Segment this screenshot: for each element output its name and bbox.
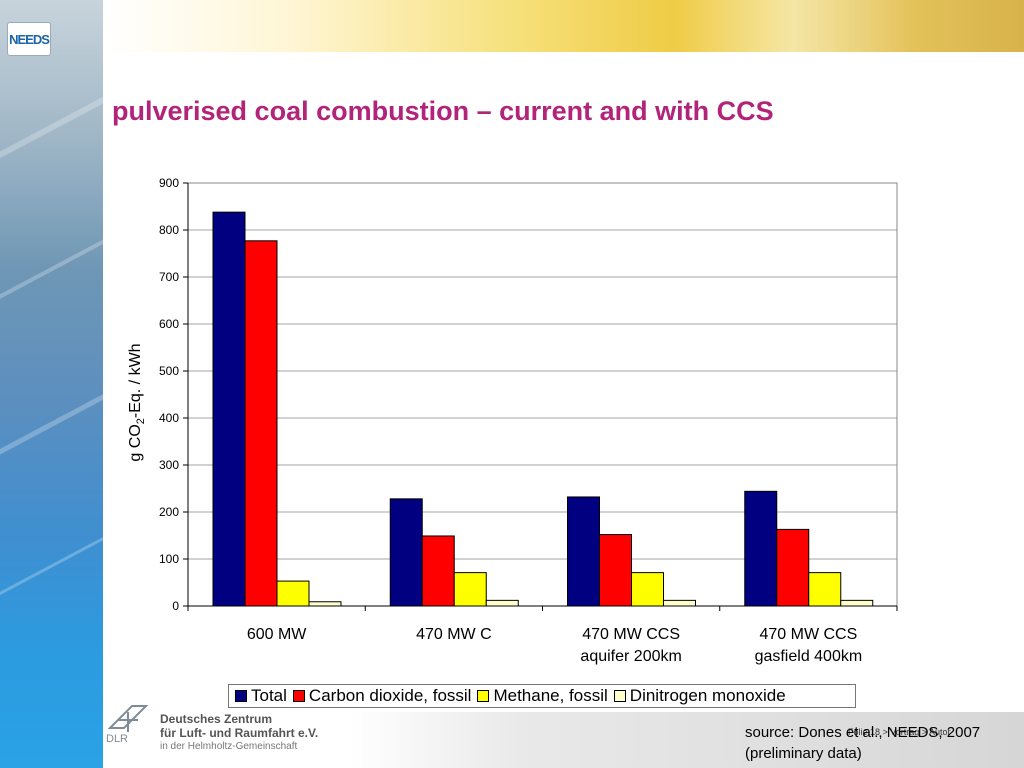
bar <box>840 599 874 607</box>
legend-label: Carbon dioxide, fossil <box>308 686 472 705</box>
dlr-line2: für Luft- und Raumfahrt e.V. <box>160 726 319 740</box>
source-line2: (preliminary data) <box>745 745 862 762</box>
bar <box>744 490 778 607</box>
legend-item: Methane, fossil <box>477 686 608 706</box>
y-tick-label: 500 <box>159 364 179 378</box>
legend-label: Methane, fossil <box>493 686 608 705</box>
legend-swatch <box>235 690 247 702</box>
legend-item: Dinitrogen monoxide <box>613 686 786 706</box>
x-tick-label: 470 MW C <box>416 626 492 643</box>
y-tick-label: 200 <box>159 505 179 519</box>
bar <box>808 572 842 607</box>
x-tick-label: 470 MW CCS <box>582 626 680 643</box>
x-tick-label: 470 MW CCS <box>759 626 857 643</box>
y-tick-label: 100 <box>159 552 179 566</box>
bar <box>631 572 664 607</box>
bar <box>421 535 455 607</box>
x-tick-label: 600 MW <box>247 626 307 643</box>
bar <box>453 572 487 607</box>
source-note: source: Dones et al., NEEDS, 2007 (preli… <box>745 722 980 764</box>
top-banner <box>103 0 1024 52</box>
folio-tag: Folie 18 > Vortrag > Autor <box>848 727 951 737</box>
bar <box>276 580 310 607</box>
x-tick-label: aquifer 200km <box>580 648 681 665</box>
sidebar-decoration: NEEDS <box>0 0 133 768</box>
legend-swatch <box>292 690 305 702</box>
y-tick-label: 800 <box>159 223 179 237</box>
bar <box>212 211 246 607</box>
page-title: pulverised coal combustion – current and… <box>112 96 774 126</box>
dlr-logo-icon: DLR <box>106 705 149 744</box>
bar <box>776 528 810 607</box>
chart-legend: Total Carbon dioxide, fossil Methane, foss… <box>228 684 856 708</box>
svg-text:DLR: DLR <box>106 733 128 744</box>
bar <box>308 601 342 607</box>
bar <box>389 498 423 607</box>
footer-band <box>350 712 1024 768</box>
y-tick-label: 0 <box>172 599 179 613</box>
bar <box>485 599 519 607</box>
dlr-line3: in der Helmholtz-Gemeinschaft <box>160 741 298 752</box>
dlr-line1: Deutsches Zentrum <box>160 712 273 726</box>
needs-logo: NEEDS <box>7 22 51 56</box>
legend-swatch <box>477 690 490 702</box>
y-axis-label: g CO2-Eq. / kWh <box>127 343 147 461</box>
bar <box>244 240 278 607</box>
source-line1: source: Dones et al., NEEDS, 2007 <box>745 724 981 741</box>
legend-swatch <box>613 690 626 702</box>
bar <box>663 599 696 607</box>
legend-label: Total <box>251 686 287 705</box>
y-tick-label: 300 <box>159 458 179 472</box>
legend-item: Total <box>235 686 287 706</box>
y-tick-label: 600 <box>159 317 179 331</box>
y-tick-label: 400 <box>159 411 179 425</box>
legend-item: Carbon dioxide, fossil <box>292 686 472 706</box>
y-tick-label: 700 <box>159 270 179 284</box>
legend-label: Dinitrogen monoxide <box>629 686 786 705</box>
dlr-wordmark: Deutsches Zentrum für Luft- und Raumfahr… <box>160 712 318 754</box>
bar <box>567 496 600 607</box>
y-tick-label: 900 <box>159 176 179 190</box>
bar <box>599 534 632 607</box>
x-tick-label: gasfield 400km <box>755 648 863 665</box>
